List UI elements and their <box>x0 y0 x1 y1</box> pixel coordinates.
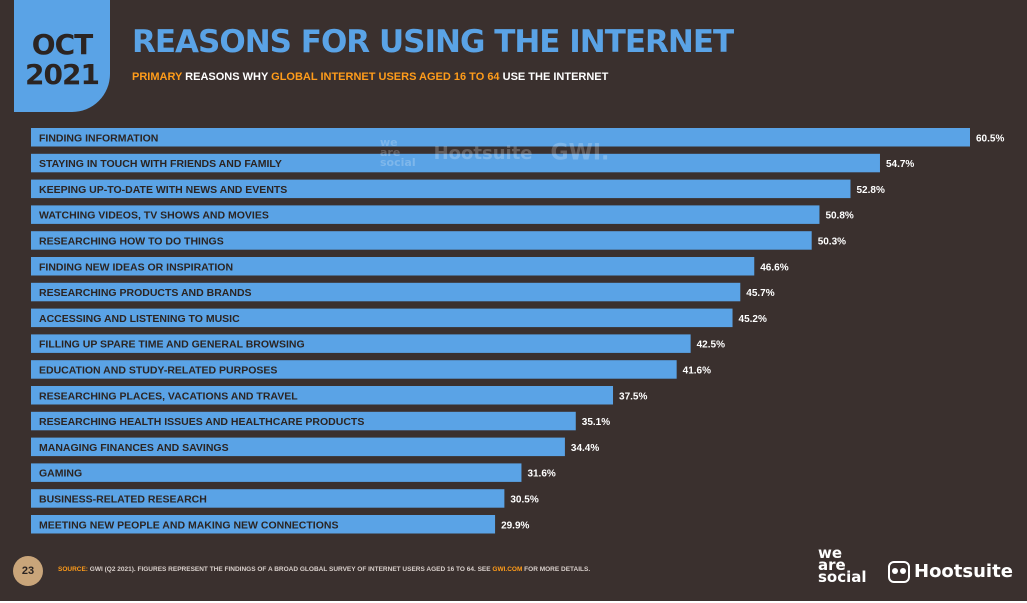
bar-category-label: RESEARCHING PLACES, VACATIONS AND TRAVEL <box>39 390 298 402</box>
hootsuite-logo: Hootsuite <box>888 561 1013 583</box>
bar <box>31 489 505 508</box>
bar-value-label: 42.5% <box>697 340 725 351</box>
watermark-wearesocial: we are social <box>380 136 416 169</box>
bar-value-label: 34.4% <box>571 443 599 454</box>
bar-category-label: FINDING INFORMATION <box>39 132 158 144</box>
bar-value-label: 54.7% <box>886 159 914 170</box>
bar <box>31 153 880 173</box>
bar-category-label: BUSINESS-RELATED RESEARCH <box>39 493 207 505</box>
bar <box>31 231 812 250</box>
bar-value-label: 30.5% <box>510 494 538 505</box>
bar-value-label: 29.9% <box>501 520 529 531</box>
watermark-hootsuite: Hootsuite <box>433 142 533 164</box>
source-end: FOR MORE DETAILS. <box>522 566 591 573</box>
bar-category-label: GAMING <box>39 468 82 480</box>
bar-category-label: RESEARCHING HOW TO DO THINGS <box>39 235 224 247</box>
wearesocial-line-1: we <box>818 544 843 562</box>
bar-chart: FINDING INFORMATION 60.5% STAYING IN TOUCH… <box>31 128 1004 534</box>
bar-category-label: KEEPING UP-TO-DATE WITH NEWS AND EVENTS <box>39 184 287 196</box>
bar <box>31 179 851 199</box>
bar <box>31 334 691 353</box>
page-number: 23 <box>13 556 43 586</box>
source-text: GWI (Q2 2021). FIGURES REPRESENT THE FIN… <box>87 566 493 573</box>
bar-category-label: WATCHING VIDEOS, TV SHOWS AND MOVIES <box>39 210 269 222</box>
bar <box>31 515 496 534</box>
bar <box>31 308 733 328</box>
bar-value-label: 50.3% <box>818 236 846 247</box>
bar <box>31 411 576 431</box>
watermark-gwi: GWI. <box>550 140 610 166</box>
bar-value-label: 35.1% <box>582 417 610 428</box>
bar-category-label: RESEARCHING HEALTH ISSUES AND HEALTHCARE… <box>39 416 364 428</box>
bar-category-label: MEETING NEW PEOPLE AND MAKING NEW CONNEC… <box>39 519 338 531</box>
wearesocial-line-3: social <box>818 568 867 586</box>
bar-category-label: STAYING IN TOUCH WITH FRIENDS AND FAMILY <box>39 158 282 170</box>
watermark: we are social Hootsuite GWI. <box>380 136 610 169</box>
bar-category-label: FINDING NEW IDEAS OR INSPIRATION <box>39 261 233 273</box>
bar-value-label: 52.8% <box>856 185 884 196</box>
bar-value-label: 37.5% <box>619 391 647 402</box>
bar-value-label: 45.7% <box>746 288 774 299</box>
bar-category-label: EDUCATION AND STUDY-RELATED PURPOSES <box>39 364 277 376</box>
bar <box>31 257 755 276</box>
wearesocial-logo: we are social <box>818 544 867 586</box>
bar-value-label: 50.8% <box>825 211 853 222</box>
bar-value-label: 46.6% <box>760 262 788 273</box>
bar-value-label: 31.6% <box>527 469 555 480</box>
bar-category-label: MANAGING FINANCES AND SAVINGS <box>39 442 229 454</box>
subtitle-mid: REASONS WHY <box>182 71 272 83</box>
bar <box>31 128 970 147</box>
bar <box>31 282 741 302</box>
bar <box>31 205 820 224</box>
bar <box>31 386 614 405</box>
subtitle-global: GLOBAL INTERNET USERS AGED 16 TO 64 <box>271 71 500 83</box>
bar-category-label: RESEARCHING PRODUCTS AND BRANDS <box>39 287 252 299</box>
date-tab: OCT 2021 <box>14 0 110 112</box>
wearesocial-line-2: are <box>818 556 846 574</box>
bar <box>31 437 565 457</box>
chart-title: REASONS FOR USING THE INTERNET <box>132 24 734 60</box>
bar-category-label: FILLING UP SPARE TIME AND GENERAL BROWSI… <box>39 339 305 351</box>
date-year: 2021 <box>25 58 100 91</box>
chart-subtitle: PRIMARY REASONS WHY GLOBAL INTERNET USER… <box>132 71 608 83</box>
bar-category-label: ACCESSING AND LISTENING TO MUSIC <box>39 313 240 325</box>
bar-value-label: 41.6% <box>683 365 711 376</box>
bar-value-label: 60.5% <box>976 133 1004 144</box>
hootsuite-wordmark: Hootsuite <box>914 561 1013 582</box>
bar <box>31 463 522 482</box>
source-label: SOURCE: <box>58 566 88 573</box>
source-link[interactable]: GWI.COM <box>492 566 523 573</box>
owl-icon <box>888 561 910 583</box>
bar <box>31 360 677 379</box>
date-month: OCT <box>31 28 93 61</box>
bar-value-label: 45.2% <box>739 314 767 325</box>
subtitle-primary: PRIMARY <box>132 71 183 83</box>
source-note: SOURCE: GWI (Q2 2021). FIGURES REPRESENT… <box>58 566 590 573</box>
subtitle-end: USE THE INTERNET <box>499 71 609 83</box>
